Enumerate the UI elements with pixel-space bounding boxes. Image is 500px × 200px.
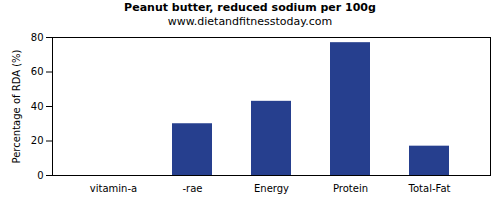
- svg-text:-rae: -rae: [183, 183, 203, 194]
- html-text:www.dietandfitnesstoday.com: www.dietandfitnesstoday.com: [167, 15, 333, 28]
- svg-text:80: 80: [31, 32, 44, 43]
- svg-text:Total-Fat: Total-Fat: [408, 183, 451, 194]
- svg-text:vitamin-a: vitamin-a: [90, 183, 137, 194]
- svg-text:Percentage of RDA (%): Percentage of RDA (%): [11, 49, 22, 163]
- svg-text:Energy: Energy: [254, 183, 289, 194]
- svg-text:Protein: Protein: [333, 183, 368, 194]
- svg-text:0: 0: [37, 170, 43, 181]
- svg-text:20: 20: [31, 135, 44, 146]
- svg-text:40: 40: [31, 101, 44, 112]
- svg-text:60: 60: [31, 66, 44, 77]
- html-text:Peanut butter, reduced sodium: Peanut butter, reduced sodium per 100g: [124, 1, 376, 14]
